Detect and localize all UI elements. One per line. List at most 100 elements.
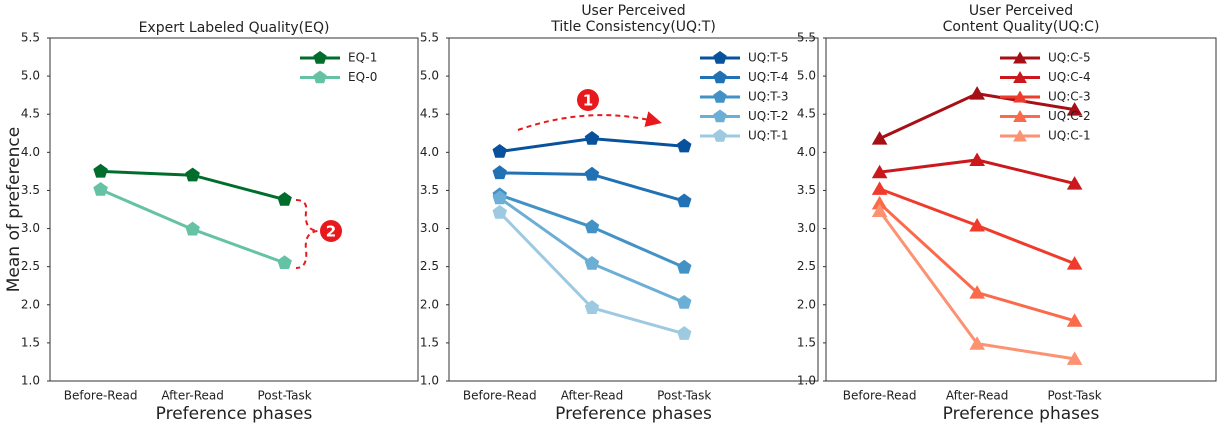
point-marker (185, 221, 200, 236)
y-tick-label: 4.0 (21, 145, 40, 159)
x-tick-label: Before-Read (843, 389, 917, 403)
point-marker (584, 300, 600, 314)
annotation-badge (320, 220, 342, 242)
y-tick-label: 5.5 (420, 31, 439, 45)
x-axis-label: Preference phases (943, 404, 1100, 424)
x-axis-label: Preference phases (555, 404, 712, 424)
point-marker (277, 255, 292, 269)
y-tick-label: 4.0 (420, 145, 439, 159)
y-tick-label: 3.0 (797, 221, 816, 235)
x-tick-label: Post-Task (657, 389, 711, 403)
plot-frame (825, 37, 1217, 382)
y-tick-label: 2.5 (797, 259, 816, 273)
chart-title: Expert Labeled Quality(EQ) (139, 20, 330, 36)
y-axis-label: Mean of preference (4, 127, 24, 292)
point-marker (492, 190, 507, 205)
legend-marker (713, 109, 727, 123)
point-marker (969, 218, 985, 232)
x-tick-label: Post-Task (1048, 389, 1102, 403)
point-marker (584, 255, 600, 270)
annotation: 2 (326, 223, 336, 241)
legend-label: UQ:T-2 (748, 109, 788, 123)
y-tick-label: 4.5 (420, 107, 439, 121)
point-marker (871, 203, 888, 217)
y-tick-label: 2.5 (420, 259, 439, 273)
point-marker (93, 182, 108, 196)
point-marker (492, 143, 507, 158)
y-tick-label: 3.0 (21, 221, 40, 235)
point-marker (584, 130, 600, 145)
chart-title: Content Quality(UQ:C) (943, 19, 1100, 35)
legend-label: UQ:T-3 (748, 90, 788, 104)
y-tick-label: 3.0 (420, 221, 439, 235)
point-marker (1066, 351, 1083, 365)
y-tick-label: 5.0 (21, 69, 40, 83)
point-marker (969, 152, 985, 166)
y-tick-label: 4.0 (797, 145, 816, 159)
y-tick-label: 5.5 (797, 31, 816, 45)
legend-marker (1013, 90, 1027, 103)
annotation-badge (577, 89, 599, 111)
legend-marker (713, 51, 727, 64)
y-tick-label: 5.0 (420, 69, 439, 83)
x-tick-label: After-Read (946, 389, 1009, 403)
legend-label: UQ:T-5 (748, 51, 788, 65)
point-marker (871, 181, 888, 195)
legend-label: UQ:T-4 (748, 70, 788, 84)
point-marker (584, 166, 600, 181)
legend-marker (1013, 51, 1027, 64)
y-tick-label: 2.5 (21, 259, 40, 273)
legend-marker (713, 90, 727, 103)
y-tick-label: 2.0 (21, 297, 40, 311)
point-marker (1066, 256, 1083, 270)
y-tick-label: 1.5 (420, 335, 439, 349)
y-tick-label: 3.5 (797, 183, 816, 197)
y-tick-label: 1.5 (797, 335, 816, 349)
point-marker (492, 204, 507, 219)
x-tick-label: Post-Task (257, 389, 311, 403)
x-tick-label: After-Read (161, 389, 224, 403)
legend-marker (713, 129, 727, 142)
point-marker (677, 193, 692, 208)
y-tick-label: 2.0 (797, 297, 816, 311)
legend-marker (313, 70, 327, 84)
plot-frame (49, 37, 419, 382)
point-marker (677, 294, 692, 309)
chart-title: User Perceived (969, 3, 1073, 19)
y-tick-label: 1.0 (797, 374, 816, 388)
point-marker (93, 163, 108, 178)
y-tick-label: 1.5 (21, 335, 40, 349)
y-tick-label: 3.5 (21, 183, 40, 197)
legend-marker (1013, 129, 1027, 142)
legend-label: EQ-0 (348, 70, 377, 84)
point-marker (1066, 313, 1083, 327)
legend-label: UQ:C-5 (1048, 51, 1091, 65)
point-marker (871, 131, 888, 145)
y-tick-label: 3.5 (420, 183, 439, 197)
y-tick-label: 1.0 (21, 374, 40, 388)
series-line (878, 92, 1075, 140)
legend-label: UQ:C-4 (1048, 70, 1091, 84)
trend-arrow (517, 111, 662, 131)
point-marker (277, 191, 292, 206)
x-tick-label: Before-Read (463, 389, 537, 403)
y-tick-label: 4.5 (797, 107, 816, 121)
x-tick-label: After-Read (561, 389, 624, 403)
point-marker (969, 285, 985, 299)
annotation: 1 (583, 92, 593, 110)
legend-marker (1013, 71, 1027, 83)
series-line (498, 196, 685, 304)
y-tick-label: 1.0 (420, 374, 439, 388)
point-marker (871, 164, 888, 179)
point-marker (492, 165, 507, 180)
y-tick-label: 4.5 (21, 107, 40, 121)
legend-marker (713, 70, 727, 84)
legend-label: EQ-1 (348, 51, 377, 65)
legend-label: UQ:C-1 (1048, 129, 1091, 143)
chart-title: User Perceived (581, 3, 685, 19)
point-marker (677, 138, 692, 153)
legend-marker (313, 51, 327, 64)
y-tick-label: 2.0 (420, 297, 439, 311)
point-marker (969, 336, 985, 350)
